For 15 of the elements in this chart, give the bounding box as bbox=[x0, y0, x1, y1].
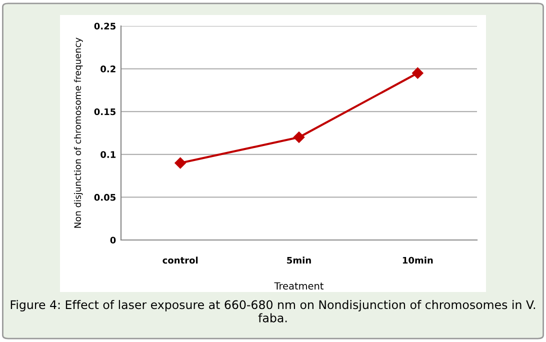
caption: Figure 4: Effect of laser exposure at 660-680 nm on Nondisjunction of chromosomes in V. faba. bbox=[10, 300, 536, 322]
y-tick-label: 0 bbox=[110, 236, 116, 244]
x-axis-title: Treatment bbox=[274, 282, 324, 290]
y-tick-label: 0.2 bbox=[100, 66, 116, 72]
y-tick-label: 0.25 bbox=[94, 22, 116, 30]
y-tick-label: 0.15 bbox=[94, 108, 116, 116]
x-tick-label: control bbox=[162, 256, 198, 264]
point bbox=[174, 157, 186, 169]
y-tick-label: 0.1 bbox=[100, 151, 116, 158]
point bbox=[412, 67, 424, 79]
x-tick-label: 10min bbox=[402, 256, 433, 264]
y-axis-title: Non disjunction of chromosome frequency bbox=[74, 38, 83, 228]
point bbox=[293, 132, 305, 143]
x-tick-label: 5min bbox=[287, 256, 311, 264]
y-tick-label: 0.05 bbox=[94, 194, 116, 201]
